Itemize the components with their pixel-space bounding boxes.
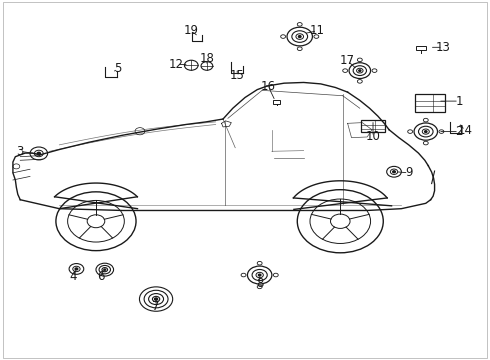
Text: 11: 11 <box>310 24 325 37</box>
Text: 18: 18 <box>199 52 214 65</box>
Bar <box>415 94 445 112</box>
Text: 8: 8 <box>256 278 263 291</box>
Text: 9: 9 <box>405 166 413 179</box>
Text: 4: 4 <box>69 270 77 283</box>
Circle shape <box>359 70 361 71</box>
Circle shape <box>104 269 106 270</box>
Text: 13: 13 <box>436 41 450 54</box>
Circle shape <box>298 36 301 37</box>
Text: 3: 3 <box>17 145 24 158</box>
Text: 5: 5 <box>114 62 122 75</box>
Circle shape <box>392 171 395 173</box>
Text: 2: 2 <box>455 125 463 138</box>
Text: 12: 12 <box>169 58 184 71</box>
Text: 16: 16 <box>261 80 276 93</box>
Text: 15: 15 <box>230 69 245 82</box>
Text: 14: 14 <box>457 124 472 137</box>
Bar <box>273 100 280 104</box>
Circle shape <box>154 298 158 300</box>
Text: 7: 7 <box>152 300 160 313</box>
Text: 19: 19 <box>184 24 199 37</box>
Circle shape <box>37 152 40 155</box>
Text: 6: 6 <box>97 270 104 283</box>
Text: 1: 1 <box>455 95 463 108</box>
Text: 10: 10 <box>366 130 380 144</box>
Circle shape <box>75 268 78 270</box>
Bar <box>361 120 385 132</box>
Text: 17: 17 <box>340 54 355 67</box>
Circle shape <box>425 131 427 132</box>
Circle shape <box>258 274 261 276</box>
Bar <box>416 46 426 50</box>
